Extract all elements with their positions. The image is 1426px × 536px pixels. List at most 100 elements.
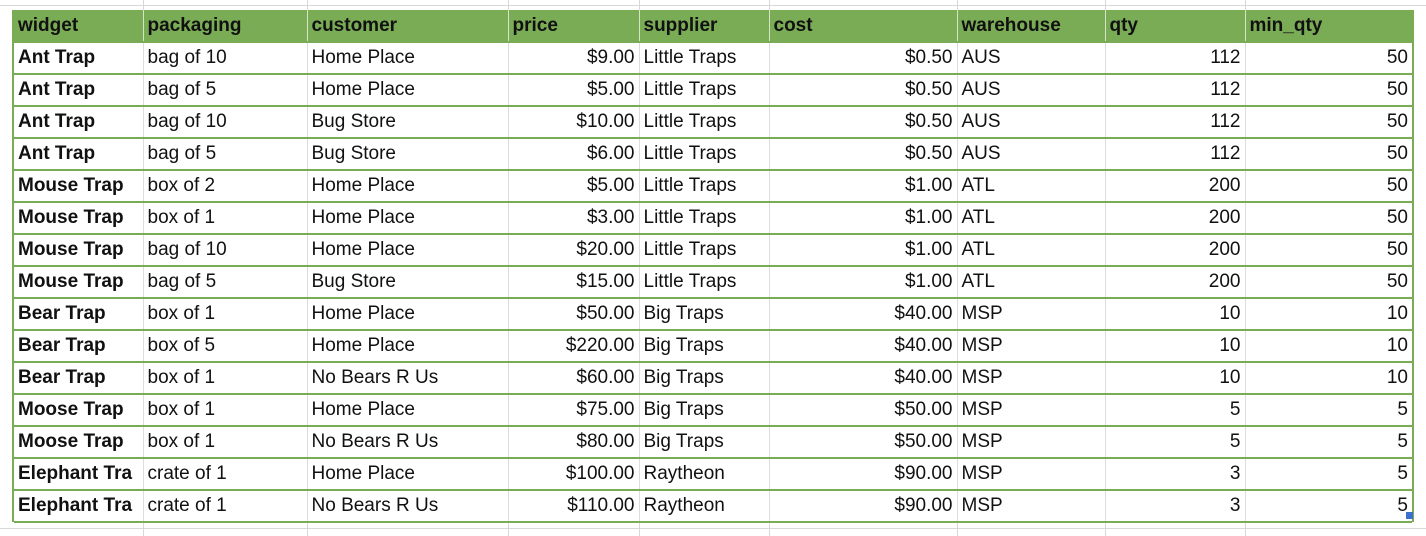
cell-min-qty[interactable]: 50 xyxy=(1244,234,1412,267)
cell-min-qty[interactable]: 50 xyxy=(1244,170,1412,203)
cell-supplier[interactable]: Big Traps xyxy=(638,330,769,363)
cell-packaging[interactable]: bag of 5 xyxy=(142,266,307,299)
cell-packaging[interactable]: box of 1 xyxy=(142,298,307,331)
cell-cost[interactable]: $1.00 xyxy=(768,202,957,235)
cell-customer[interactable]: Home Place xyxy=(306,458,508,491)
cell-price[interactable]: $100.00 xyxy=(507,458,639,491)
cell-supplier[interactable]: Little Traps xyxy=(638,42,769,75)
cell-customer[interactable]: Home Place xyxy=(306,170,508,203)
cell-cost[interactable]: $1.00 xyxy=(768,234,957,267)
cell-price[interactable]: $75.00 xyxy=(507,394,639,427)
cell-widget[interactable]: Ant Trap xyxy=(14,42,143,75)
cell-widget[interactable]: Ant Trap xyxy=(14,106,143,139)
cell-supplier[interactable]: Big Traps xyxy=(638,426,769,459)
cell-warehouse[interactable]: ATL xyxy=(956,266,1105,299)
column-header-packaging[interactable]: packaging xyxy=(142,10,307,43)
cell-price[interactable]: $60.00 xyxy=(507,362,639,395)
cell-warehouse[interactable]: ATL xyxy=(956,170,1105,203)
cell-price[interactable]: $220.00 xyxy=(507,330,639,363)
cell-price[interactable]: $110.00 xyxy=(507,490,639,523)
cell-supplier[interactable]: Little Traps xyxy=(638,170,769,203)
cell-packaging[interactable]: box of 1 xyxy=(142,394,307,427)
cell-packaging[interactable]: bag of 10 xyxy=(142,106,307,139)
cell-customer[interactable]: No Bears R Us xyxy=(306,362,508,395)
column-header-min-qty[interactable]: min_qty xyxy=(1244,10,1412,43)
cell-packaging[interactable]: crate of 1 xyxy=(142,458,307,491)
cell-supplier[interactable]: Little Traps xyxy=(638,266,769,299)
cell-packaging[interactable]: box of 1 xyxy=(142,362,307,395)
column-header-warehouse[interactable]: warehouse xyxy=(956,10,1105,43)
column-header-widget[interactable]: widget xyxy=(14,10,143,43)
cell-customer[interactable]: Home Place xyxy=(306,298,508,331)
cell-widget[interactable]: Bear Trap xyxy=(14,298,143,331)
cell-cost[interactable]: $1.00 xyxy=(768,266,957,299)
column-header-cost[interactable]: cost xyxy=(768,10,957,43)
cell-supplier[interactable]: Little Traps xyxy=(638,138,769,171)
cell-min-qty[interactable]: 5 xyxy=(1244,490,1412,523)
cell-qty[interactable]: 10 xyxy=(1104,330,1245,363)
cell-min-qty[interactable]: 50 xyxy=(1244,74,1412,107)
cell-customer[interactable]: Bug Store xyxy=(306,138,508,171)
cell-packaging[interactable]: box of 5 xyxy=(142,330,307,363)
cell-qty[interactable]: 10 xyxy=(1104,362,1245,395)
cell-qty[interactable]: 112 xyxy=(1104,74,1245,107)
cell-supplier[interactable]: Little Traps xyxy=(638,74,769,107)
cell-price[interactable]: $80.00 xyxy=(507,426,639,459)
cell-qty[interactable]: 5 xyxy=(1104,394,1245,427)
cell-customer[interactable]: No Bears R Us xyxy=(306,426,508,459)
column-header-supplier[interactable]: supplier xyxy=(638,10,769,43)
cell-widget[interactable]: Mouse Trap xyxy=(14,266,143,299)
cell-warehouse[interactable]: MSP xyxy=(956,394,1105,427)
cell-price[interactable]: $15.00 xyxy=(507,266,639,299)
cell-customer[interactable]: Home Place xyxy=(306,202,508,235)
cell-min-qty[interactable]: 5 xyxy=(1244,426,1412,459)
cell-price[interactable]: $9.00 xyxy=(507,42,639,75)
cell-qty[interactable]: 112 xyxy=(1104,42,1245,75)
column-header-price[interactable]: price xyxy=(507,10,639,43)
cell-warehouse[interactable]: AUS xyxy=(956,138,1105,171)
cell-min-qty[interactable]: 10 xyxy=(1244,330,1412,363)
cell-min-qty[interactable]: 50 xyxy=(1244,138,1412,171)
cell-min-qty[interactable]: 50 xyxy=(1244,266,1412,299)
cell-warehouse[interactable]: AUS xyxy=(956,106,1105,139)
cell-qty[interactable]: 3 xyxy=(1104,490,1245,523)
cell-warehouse[interactable]: MSP xyxy=(956,362,1105,395)
cell-widget[interactable]: Elephant Tra xyxy=(14,490,143,523)
cell-min-qty[interactable]: 5 xyxy=(1244,394,1412,427)
cell-cost[interactable]: $50.00 xyxy=(768,426,957,459)
cell-widget[interactable]: Moose Trap xyxy=(14,394,143,427)
cell-cost[interactable]: $50.00 xyxy=(768,394,957,427)
cell-warehouse[interactable]: MSP xyxy=(956,490,1105,523)
cell-supplier[interactable]: Raytheon xyxy=(638,490,769,523)
cell-customer[interactable]: Home Place xyxy=(306,394,508,427)
cell-packaging[interactable]: bag of 10 xyxy=(142,234,307,267)
cell-widget[interactable]: Mouse Trap xyxy=(14,170,143,203)
cell-warehouse[interactable]: MSP xyxy=(956,458,1105,491)
cell-packaging[interactable]: box of 1 xyxy=(142,426,307,459)
column-header-qty[interactable]: qty xyxy=(1104,10,1245,43)
cell-customer[interactable]: No Bears R Us xyxy=(306,490,508,523)
cell-qty[interactable]: 3 xyxy=(1104,458,1245,491)
cell-customer[interactable]: Home Place xyxy=(306,42,508,75)
cell-widget[interactable]: Moose Trap xyxy=(14,426,143,459)
cell-price[interactable]: $6.00 xyxy=(507,138,639,171)
cell-qty[interactable]: 200 xyxy=(1104,266,1245,299)
cell-packaging[interactable]: bag of 10 xyxy=(142,42,307,75)
cell-warehouse[interactable]: AUS xyxy=(956,74,1105,107)
cell-price[interactable]: $10.00 xyxy=(507,106,639,139)
cell-packaging[interactable]: crate of 1 xyxy=(142,490,307,523)
cell-min-qty[interactable]: 10 xyxy=(1244,298,1412,331)
cell-price[interactable]: $5.00 xyxy=(507,74,639,107)
cell-customer[interactable]: Bug Store xyxy=(306,106,508,139)
cell-min-qty[interactable]: 50 xyxy=(1244,106,1412,139)
cell-warehouse[interactable]: MSP xyxy=(956,330,1105,363)
cell-warehouse[interactable]: MSP xyxy=(956,298,1105,331)
cell-qty[interactable]: 112 xyxy=(1104,106,1245,139)
cell-cost[interactable]: $40.00 xyxy=(768,362,957,395)
cell-packaging[interactable]: bag of 5 xyxy=(142,138,307,171)
cell-widget[interactable]: Bear Trap xyxy=(14,362,143,395)
cell-customer[interactable]: Home Place xyxy=(306,234,508,267)
cell-qty[interactable]: 5 xyxy=(1104,426,1245,459)
cell-cost[interactable]: $40.00 xyxy=(768,298,957,331)
cell-supplier[interactable]: Little Traps xyxy=(638,234,769,267)
